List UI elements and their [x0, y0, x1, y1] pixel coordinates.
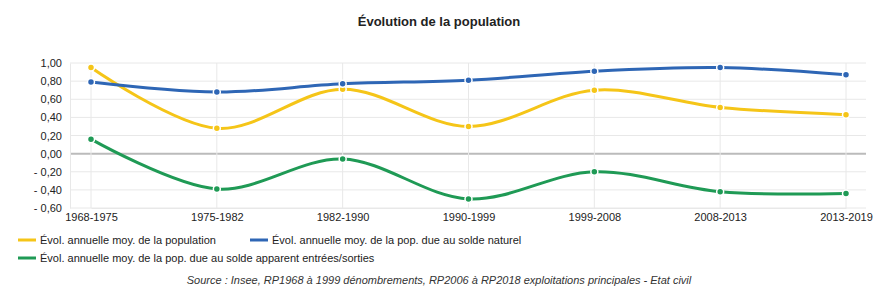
y-tick: - 0,20 [34, 166, 70, 178]
source: Source : Insee, RP1968 à 1999 dénombreme… [187, 274, 692, 286]
y-tick-label: - 0,40 [34, 184, 62, 196]
y-tick-label: 1,00 [41, 57, 62, 69]
legend-label: Évol. annuelle moy. de la pop. due au so… [40, 252, 375, 264]
series-point[interactable] [213, 89, 220, 96]
series-point[interactable] [843, 190, 850, 197]
x-tick: 1975-1982 [191, 208, 244, 223]
legend-swatch [18, 239, 36, 242]
y-tick: 0,20 [41, 130, 70, 142]
x-axis-line [92, 208, 847, 209]
y-tick: 0,60 [41, 93, 70, 105]
grid-line-x [720, 63, 721, 208]
y-tick-label: 0,40 [41, 111, 62, 123]
x-tick-label: 1999-2008 [569, 211, 622, 223]
x-tick: 1999-2008 [569, 208, 622, 223]
legend-item[interactable]: Évol. annuelle moy. de la population [18, 234, 216, 246]
series-point[interactable] [843, 111, 850, 118]
y-axis-line [70, 64, 71, 209]
series-line [91, 67, 846, 92]
y-tick-label: 0,00 [41, 148, 62, 160]
x-tick-label: 1990-1999 [443, 211, 496, 223]
legend-item[interactable]: Évol. annuelle moy. de la pop. due au so… [250, 234, 521, 246]
series-line [91, 68, 846, 129]
y-tick: - 0,40 [34, 184, 70, 196]
legend-item[interactable]: Évol. annuelle moy. de la pop. due au so… [18, 252, 375, 264]
x-tick: 1990-1999 [443, 208, 496, 223]
series-point[interactable] [843, 71, 850, 78]
series-point[interactable] [88, 64, 95, 71]
series-line [91, 139, 846, 199]
y-tick-label: - 0,20 [34, 166, 62, 178]
series-point[interactable] [88, 136, 95, 143]
series-point[interactable] [591, 168, 598, 175]
x-tick-label: 2008-2013 [694, 211, 747, 223]
series-point[interactable] [465, 123, 472, 130]
series-point[interactable] [213, 125, 220, 132]
series-point[interactable] [88, 79, 95, 86]
y-tick: 0,80 [41, 75, 70, 87]
x-tick: 1968-1975 [65, 208, 118, 223]
y-axis: 1,00 0,80 0,60 0,40 0,20 0,00 - 0,20 - 0,40 - 0,… [34, 57, 71, 214]
series-point[interactable] [591, 68, 598, 75]
chart: Évolution de la population 1,00 0,80 0,60 0,… [0, 0, 878, 291]
y-tick-label: 0,60 [41, 93, 62, 105]
x-tick-label: 1975-1982 [191, 211, 244, 223]
plot-area [88, 64, 850, 202]
grid [70, 63, 866, 208]
series-point[interactable] [717, 64, 724, 71]
series-point[interactable] [591, 87, 598, 94]
x-tick-label: 1968-1975 [65, 211, 118, 223]
grid-line-x [468, 63, 469, 208]
y-tick: 0,40 [41, 111, 70, 123]
y-tick: 1,00 [41, 57, 70, 69]
title: Évolution de la population [358, 14, 521, 29]
x-axis: 1968-1975 1975-1982 1982-1990 1990-1999 1999… [65, 208, 873, 223]
series-point[interactable] [339, 156, 346, 163]
series-point[interactable] [465, 195, 472, 202]
series-point[interactable] [717, 104, 724, 111]
x-tick: 1982-1990 [317, 208, 370, 223]
legend: Évol. annuelle moy. de la population Évol… [18, 234, 521, 264]
x-tick-label: 2013-2019 [820, 211, 873, 223]
legend-swatch [18, 257, 36, 260]
x-tick: 2013-2019 [820, 208, 873, 223]
x-tick-label: 1982-1990 [317, 211, 370, 223]
series-point[interactable] [339, 80, 346, 87]
series-point[interactable] [213, 185, 220, 192]
y-tick: 0,00 [41, 148, 70, 160]
grid-line-x [846, 63, 847, 208]
series-point[interactable] [465, 77, 472, 84]
legend-label: Évol. annuelle moy. de la population [40, 234, 216, 246]
grid-line-x [594, 63, 595, 208]
series-point[interactable] [717, 188, 724, 195]
legend-label: Évol. annuelle moy. de la pop. due au so… [272, 234, 521, 246]
y-tick-label: 0,20 [41, 130, 62, 142]
legend-swatch [250, 239, 268, 242]
x-tick: 2008-2013 [694, 208, 747, 223]
y-tick-label: 0,80 [41, 75, 62, 87]
y-tick-label: - 0,60 [34, 202, 62, 214]
